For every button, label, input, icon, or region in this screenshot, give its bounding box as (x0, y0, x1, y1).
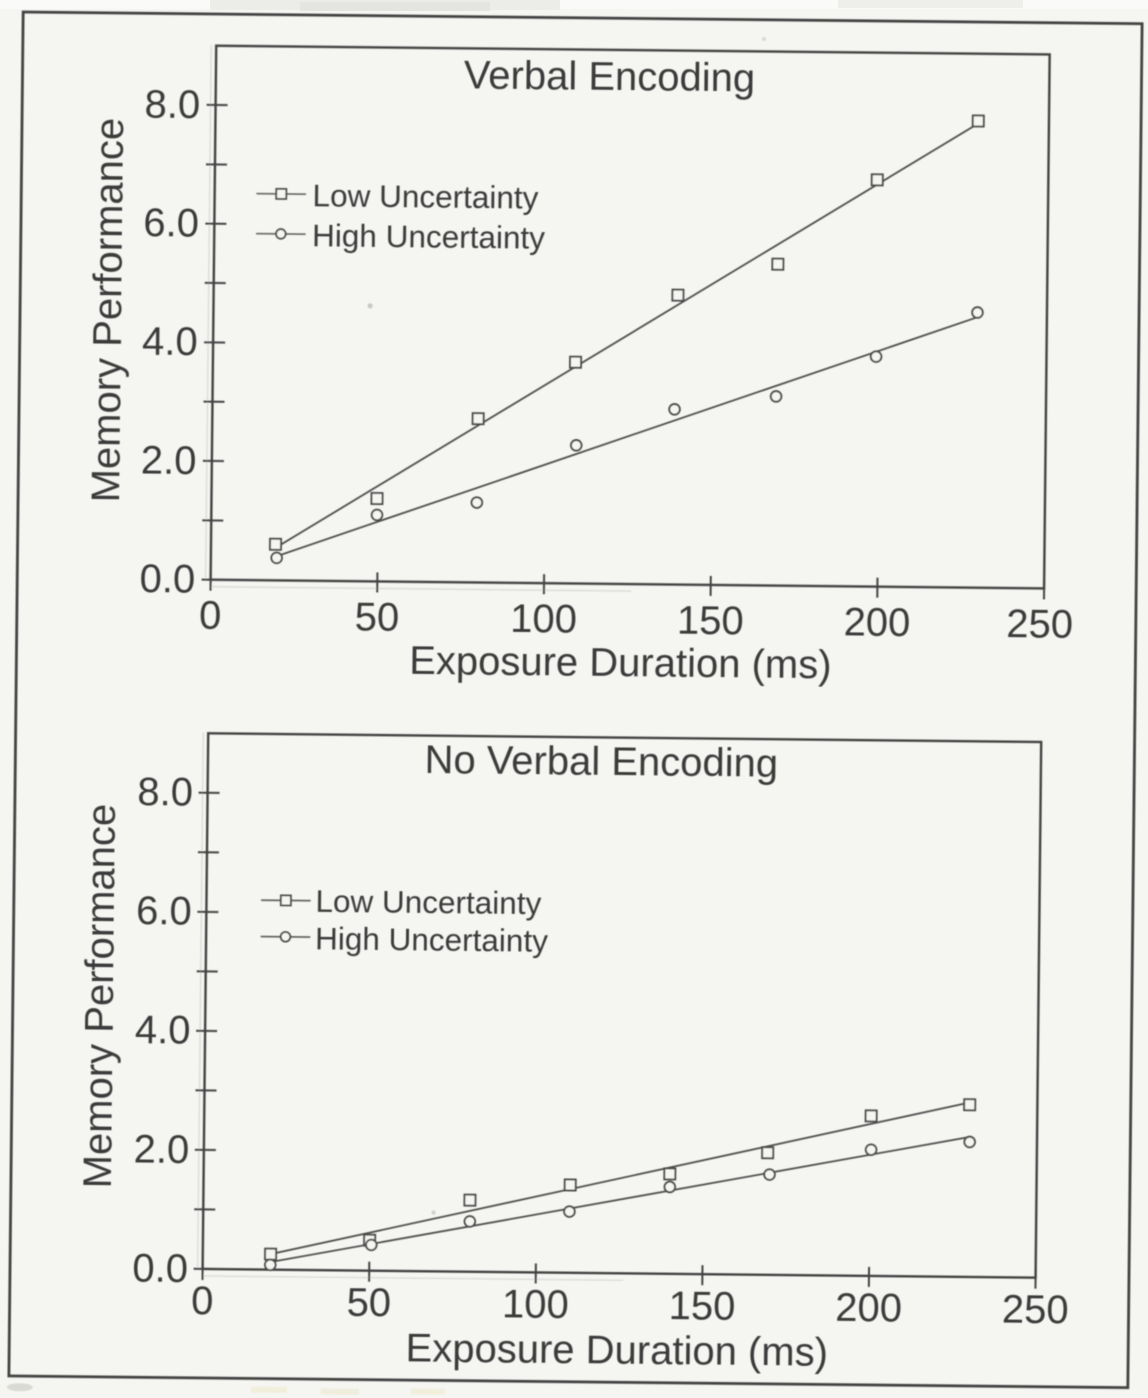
svg-text:250: 250 (1002, 1288, 1069, 1333)
svg-text:100: 100 (510, 597, 577, 642)
svg-text:Exposure Duration (ms): Exposure Duration (ms) (405, 1326, 828, 1374)
svg-text:0: 0 (199, 594, 222, 638)
svg-text:4.0: 4.0 (135, 1008, 191, 1053)
svg-text:High Uncertainty: High Uncertainty (312, 217, 545, 255)
svg-text:6.0: 6.0 (143, 201, 199, 246)
svg-text:250: 250 (1006, 602, 1073, 647)
svg-text:100: 100 (502, 1282, 569, 1327)
svg-text:2.0: 2.0 (141, 438, 197, 483)
svg-text:50: 50 (354, 595, 399, 639)
svg-text:150: 150 (677, 599, 744, 644)
svg-text:200: 200 (835, 1286, 902, 1331)
svg-text:4.0: 4.0 (142, 320, 198, 365)
svg-text:2.0: 2.0 (133, 1127, 189, 1172)
svg-text:Memory Performance: Memory Performance (84, 118, 132, 503)
svg-text:Low Uncertainty: Low Uncertainty (312, 177, 538, 215)
svg-text:150: 150 (668, 1284, 735, 1329)
svg-text:200: 200 (843, 600, 910, 645)
svg-text:Memory Performance: Memory Performance (76, 804, 124, 1189)
svg-text:No Verbal Encoding: No Verbal Encoding (424, 738, 778, 786)
svg-text:High Uncertainty: High Uncertainty (315, 920, 548, 958)
svg-text:0.0: 0.0 (139, 557, 195, 602)
svg-text:Verbal Encoding: Verbal Encoding (464, 53, 756, 100)
svg-text:50: 50 (346, 1281, 391, 1325)
svg-text:Exposure Duration (ms): Exposure Duration (ms) (409, 639, 832, 687)
svg-text:0.0: 0.0 (132, 1246, 188, 1291)
svg-text:Low Uncertainty: Low Uncertainty (315, 883, 541, 921)
svg-text:6.0: 6.0 (136, 889, 192, 934)
svg-text:8.0: 8.0 (137, 770, 193, 815)
svg-text:0: 0 (191, 1279, 214, 1323)
svg-text:8.0: 8.0 (144, 82, 200, 127)
